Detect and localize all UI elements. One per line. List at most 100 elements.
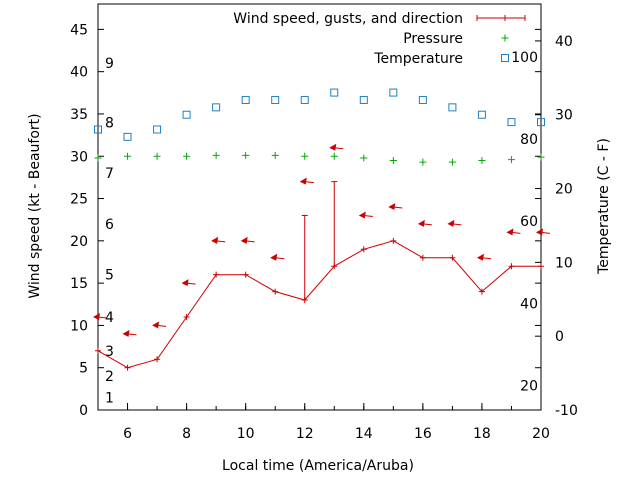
temperature-point — [212, 103, 221, 112]
wind-speed-point — [154, 356, 161, 363]
pressure-point — [94, 154, 102, 162]
arrow-shaft — [275, 257, 285, 260]
arrow-shaft — [511, 231, 521, 234]
y-tick-label: 5 — [79, 361, 88, 377]
temperature-point — [477, 110, 486, 119]
wind-speed-point — [95, 347, 101, 354]
arrow-shaft — [393, 206, 403, 209]
pressure-point — [537, 153, 545, 161]
legend-label: Pressure — [403, 31, 463, 47]
arrow-head — [447, 219, 455, 227]
arrow-shaft — [540, 231, 551, 234]
temperature-point — [507, 118, 516, 127]
wind-direction-arrow — [447, 219, 462, 227]
arrow-head — [388, 203, 396, 210]
y-tick-label: 40 — [70, 65, 88, 81]
x-axis-label: Local time (America/Aruba) — [222, 458, 414, 474]
wind-speed-point — [538, 263, 544, 270]
arrow-head — [211, 236, 219, 244]
pressure-point — [330, 152, 338, 160]
y-tick-label: 45 — [70, 22, 88, 38]
y2-tick-label: -10 — [555, 403, 578, 419]
wind-speed-point — [449, 254, 456, 261]
pressure-point — [360, 154, 368, 162]
beaufort-label: 1 — [105, 390, 114, 406]
arrow-shaft — [245, 240, 255, 243]
arrow-head — [240, 236, 248, 244]
arrow-shaft — [97, 316, 108, 319]
arrow-head — [506, 228, 514, 236]
wind-speed-point — [419, 254, 426, 261]
beaufort-label: 4 — [105, 310, 114, 326]
temperature-point — [359, 95, 368, 104]
fahrenheit-label: 80 — [520, 132, 538, 148]
arrow-shaft — [216, 240, 226, 243]
x-tick-label: 20 — [532, 426, 550, 442]
fahrenheit-label: 40 — [520, 297, 538, 313]
arrow-head — [122, 329, 130, 337]
temperature-point — [94, 125, 102, 134]
arrow-head — [329, 143, 337, 151]
wind-speed-point — [360, 246, 367, 253]
pressure-point — [153, 152, 161, 160]
data-series — [93, 88, 551, 371]
pressure-point — [271, 151, 279, 159]
temperature-point — [241, 95, 250, 104]
wind-direction-arrow — [270, 253, 285, 261]
arrow-head — [93, 312, 100, 320]
wind-direction-arrow — [211, 236, 226, 244]
x-tick-label: 18 — [473, 426, 491, 442]
temperature-point — [153, 125, 162, 134]
temperature-point — [123, 132, 132, 141]
arrow-shaft — [334, 147, 344, 150]
pressure-point — [507, 156, 515, 164]
wind-speed-point — [390, 237, 397, 244]
x-tick-label: 12 — [296, 426, 314, 442]
fahrenheit-label: 100 — [511, 50, 538, 66]
wind-direction-arrow — [388, 203, 403, 210]
y-tick-label: 0 — [79, 403, 88, 419]
wind-speed-point — [508, 263, 515, 270]
temperature-point — [537, 118, 545, 127]
x-tick-label: 10 — [237, 426, 255, 442]
wind-direction-arrow — [240, 236, 255, 244]
arrow-shaft — [452, 223, 462, 226]
pressure-point — [301, 152, 309, 160]
arrow-head — [358, 211, 366, 219]
y-tick-label: 20 — [70, 234, 88, 250]
pressure-point — [212, 151, 220, 159]
pressure-point — [478, 156, 486, 164]
y-tick-label: 25 — [70, 192, 88, 208]
legend-swatch-marker — [501, 34, 509, 42]
arrow-head — [536, 228, 543, 236]
pressure-point — [242, 151, 250, 159]
wind-speed-point — [213, 271, 220, 278]
wind-direction-arrow — [329, 143, 344, 151]
legend-label: Wind speed, gusts, and direction — [233, 11, 463, 27]
pressure-point — [419, 158, 427, 166]
y-tick-label: 35 — [70, 107, 88, 123]
y2-tick-label: 30 — [555, 108, 573, 124]
y-tick-label: 15 — [70, 276, 88, 292]
arrow-head — [417, 219, 425, 227]
pressure-point — [389, 156, 397, 164]
temperature-point — [389, 88, 398, 97]
plot-frame — [97, 3, 542, 411]
wind-speed-point — [478, 288, 485, 295]
y2-tick-label: 0 — [555, 329, 564, 345]
y-axis-label: Wind speed (kt - Beaufort) — [27, 113, 43, 298]
temperature-point — [330, 88, 339, 97]
y-tick-label: 10 — [70, 318, 88, 334]
wind-speed-point — [242, 271, 249, 278]
x-tick-label: 8 — [182, 426, 191, 442]
x-tick-label: 14 — [355, 426, 373, 442]
y2-tick-label: 10 — [555, 255, 573, 271]
temperature-point — [271, 95, 280, 104]
beaufort-label: 2 — [105, 369, 114, 385]
temperature-point — [418, 95, 427, 104]
y-tick-label: 30 — [70, 149, 88, 165]
fahrenheit-label: 20 — [520, 379, 538, 395]
wind-speed-line — [97, 240, 541, 369]
x-tick-label: 6 — [123, 426, 132, 442]
